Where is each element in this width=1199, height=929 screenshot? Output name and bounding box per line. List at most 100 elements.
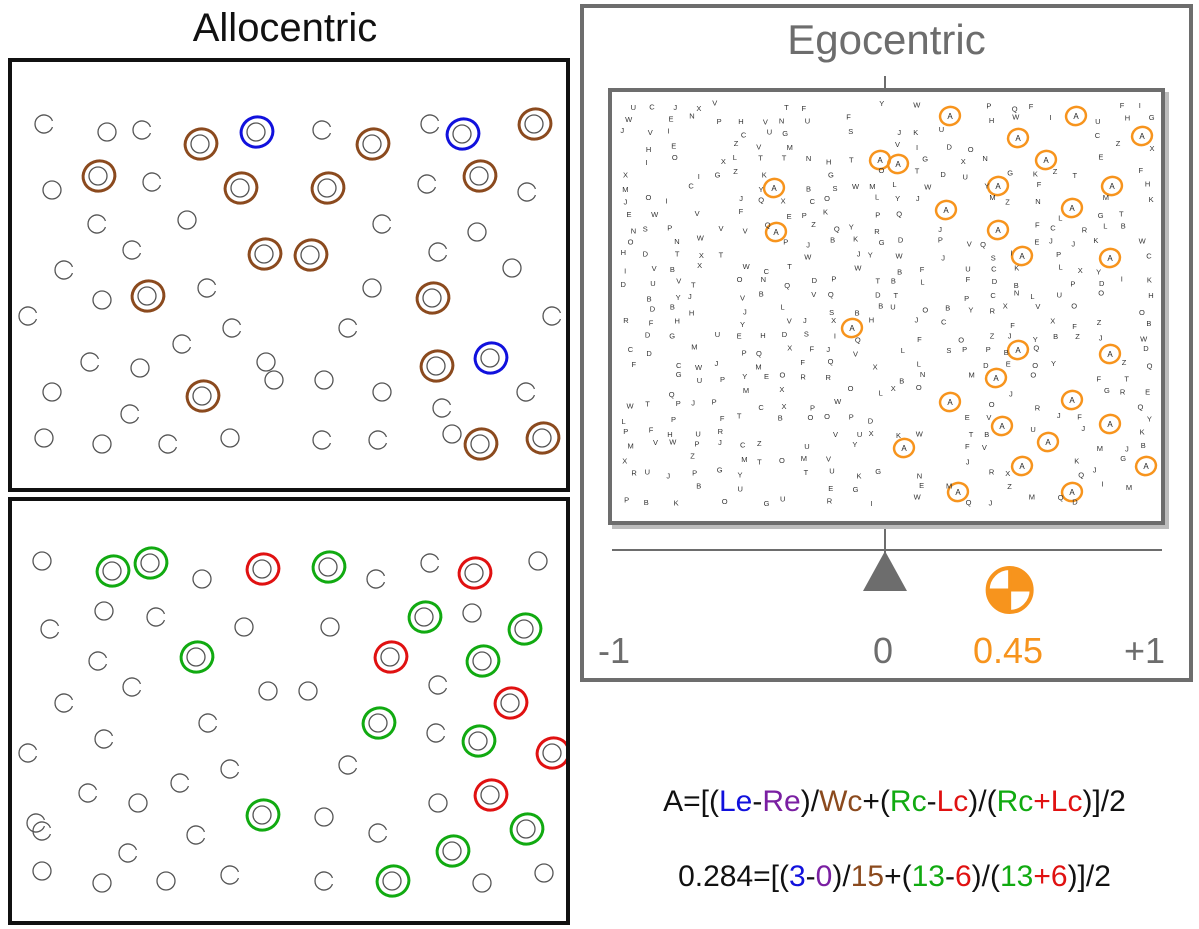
svg-text:J: J xyxy=(897,128,901,137)
svg-text:X: X xyxy=(697,261,702,270)
circle-target xyxy=(462,603,482,623)
svg-text:B: B xyxy=(670,265,675,274)
svg-text:N: N xyxy=(674,237,679,246)
svg-text:N: N xyxy=(1014,289,1019,298)
svg-text:Q: Q xyxy=(1058,493,1064,502)
svg-text:W: W xyxy=(916,430,924,439)
svg-text:J: J xyxy=(718,438,722,447)
svg-text:L: L xyxy=(1030,292,1034,301)
circle-target xyxy=(220,759,240,779)
svg-text:U: U xyxy=(697,376,702,385)
svg-text:C: C xyxy=(740,441,746,450)
svg-text:A: A xyxy=(849,324,855,333)
svg-text:V: V xyxy=(743,226,748,235)
svg-text:F: F xyxy=(1029,102,1034,111)
circle-target xyxy=(198,713,218,733)
svg-text:P: P xyxy=(802,211,807,220)
svg-text:D: D xyxy=(1143,344,1149,353)
formula-op: +( xyxy=(884,860,912,893)
svg-text:R: R xyxy=(800,373,806,382)
svg-text:D: D xyxy=(782,330,788,339)
svg-text:H: H xyxy=(826,158,831,167)
circle-target xyxy=(417,174,437,194)
circle-target xyxy=(264,370,284,390)
svg-text:R: R xyxy=(1120,387,1126,396)
circle-target xyxy=(128,793,148,813)
svg-text:G: G xyxy=(1104,386,1110,395)
svg-text:O: O xyxy=(879,166,885,175)
circle-target xyxy=(517,107,553,141)
circle-target xyxy=(516,382,536,402)
svg-text:L: L xyxy=(879,389,883,398)
formula-wc: Wc xyxy=(819,785,863,818)
circle-target xyxy=(465,644,501,678)
circle-target xyxy=(245,798,281,832)
svg-text:J: J xyxy=(941,254,945,263)
svg-text:R: R xyxy=(826,373,832,382)
formula-op: + xyxy=(1033,860,1051,893)
svg-text:Z: Z xyxy=(1116,139,1121,148)
formula-text: A=[( xyxy=(663,785,719,818)
svg-text:V: V xyxy=(826,455,831,464)
circle-target xyxy=(528,551,548,571)
svg-text:J: J xyxy=(620,126,624,135)
svg-text:F: F xyxy=(1077,413,1082,422)
svg-text:P: P xyxy=(849,413,854,422)
svg-text:P: P xyxy=(986,101,991,110)
svg-text:C: C xyxy=(1095,131,1101,140)
svg-text:P: P xyxy=(671,415,676,424)
circle-target xyxy=(192,569,212,589)
svg-text:U: U xyxy=(738,485,743,494)
svg-text:O: O xyxy=(1071,302,1077,311)
svg-text:Z: Z xyxy=(1007,482,1012,491)
svg-text:F: F xyxy=(802,104,807,113)
svg-text:M: M xyxy=(691,343,697,352)
svg-text:M: M xyxy=(989,193,995,202)
circle-target xyxy=(34,428,54,448)
svg-text:F: F xyxy=(810,345,815,354)
circle-target xyxy=(426,723,446,743)
svg-text:Y: Y xyxy=(1033,335,1038,344)
circle-target xyxy=(509,812,545,846)
svg-text:J: J xyxy=(1099,333,1103,342)
allocentric-title: Allocentric xyxy=(192,6,378,50)
svg-text:Q: Q xyxy=(784,281,790,290)
scale-max-label: +1 xyxy=(1124,630,1166,671)
svg-text:V: V xyxy=(653,438,658,447)
svg-text:I: I xyxy=(1121,275,1123,284)
svg-text:X: X xyxy=(696,104,701,113)
circle-target xyxy=(130,279,166,313)
svg-text:C: C xyxy=(764,267,770,276)
svg-text:F: F xyxy=(1139,166,1144,175)
svg-text:D: D xyxy=(983,361,989,370)
svg-text:E: E xyxy=(787,212,792,221)
svg-text:G: G xyxy=(715,171,721,180)
svg-text:K: K xyxy=(1149,195,1154,204)
circle-target xyxy=(502,258,522,278)
svg-text:W: W xyxy=(804,252,812,261)
circle-target xyxy=(542,306,562,326)
svg-text:P: P xyxy=(624,495,629,504)
svg-text:N: N xyxy=(982,154,987,163)
svg-text:W: W xyxy=(913,100,921,109)
svg-text:D: D xyxy=(1099,279,1105,288)
svg-text:V: V xyxy=(967,240,972,249)
formula-le-value: 3 xyxy=(788,860,806,893)
circle-target xyxy=(314,871,334,891)
svg-text:U: U xyxy=(965,265,970,274)
svg-text:B: B xyxy=(1141,441,1146,450)
svg-text:C: C xyxy=(941,318,947,327)
svg-text:A: A xyxy=(995,226,1001,235)
svg-text:C: C xyxy=(1146,252,1152,261)
circle-target xyxy=(177,210,197,230)
svg-text:P: P xyxy=(667,223,672,232)
svg-text:A: A xyxy=(993,374,999,383)
circle-target xyxy=(80,352,100,372)
svg-text:I: I xyxy=(1049,113,1051,122)
svg-text:A: A xyxy=(1139,132,1145,141)
svg-text:X: X xyxy=(869,429,874,438)
svg-text:A: A xyxy=(1107,420,1113,429)
svg-text:Q: Q xyxy=(966,498,972,507)
svg-text:B: B xyxy=(670,303,675,312)
svg-text:I: I xyxy=(871,499,873,508)
